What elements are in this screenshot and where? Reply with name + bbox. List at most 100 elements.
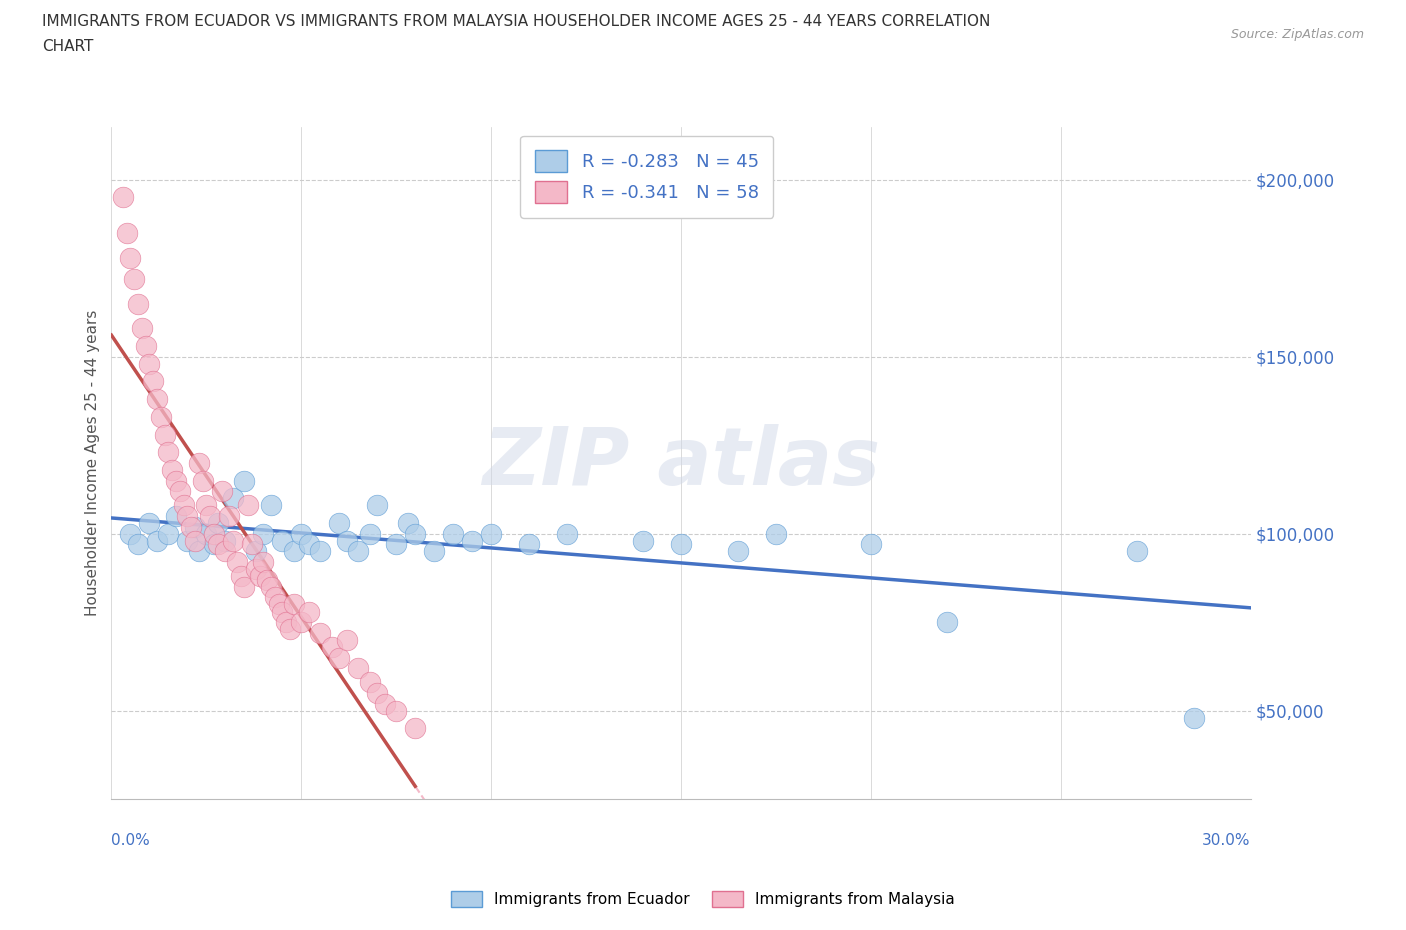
Point (195, 498, 218, 512)
Point (321, 640, 343, 655)
Point (195, 526, 218, 541)
Point (278, 622, 301, 637)
Point (149, 409, 172, 424)
Point (122, 272, 145, 286)
Point (127, 537, 149, 551)
Point (191, 473, 214, 488)
Point (146, 392, 169, 406)
Point (160, 462, 183, 477)
Text: Source: ZipAtlas.com: Source: ZipAtlas.com (1230, 28, 1364, 41)
Point (260, 498, 283, 512)
Point (441, 526, 464, 541)
Point (328, 515, 350, 530)
Point (153, 427, 176, 442)
Point (218, 509, 240, 524)
Point (385, 703, 408, 718)
Point (233, 473, 256, 488)
Point (120, 250, 142, 265)
Point (165, 509, 187, 524)
Point (115, 225, 138, 240)
Point (157, 526, 180, 541)
Point (859, 537, 882, 551)
Point (198, 509, 221, 524)
Y-axis label: Householder Income Ages 25 - 44 years: Householder Income Ages 25 - 44 years (86, 310, 100, 616)
Point (240, 537, 263, 551)
Point (359, 675, 381, 690)
Point (517, 537, 540, 551)
Point (271, 533, 294, 548)
Point (252, 526, 274, 541)
Point (283, 597, 305, 612)
Point (138, 356, 160, 371)
Point (263, 590, 285, 604)
Point (202, 526, 225, 541)
Point (290, 615, 312, 630)
Point (176, 509, 198, 524)
Point (225, 554, 247, 569)
Point (169, 484, 191, 498)
Point (127, 296, 149, 311)
Point (222, 533, 245, 548)
Point (274, 615, 297, 630)
Point (479, 526, 502, 541)
Point (256, 572, 278, 587)
Point (173, 498, 195, 512)
Text: ZIP atlas: ZIP atlas (482, 424, 880, 502)
Text: IMMIGRANTS FROM ECUADOR VS IMMIGRANTS FROM MALAYSIA HOUSEHOLDER INCOME AGES 25 -: IMMIGRANTS FROM ECUADOR VS IMMIGRANTS FR… (42, 14, 991, 54)
Point (187, 456, 209, 471)
Point (146, 533, 169, 548)
Point (1126, 544, 1149, 559)
Point (936, 615, 959, 630)
Point (336, 533, 359, 548)
Point (347, 544, 370, 559)
Point (111, 190, 134, 205)
Point (374, 696, 396, 711)
Point (404, 721, 426, 736)
Point (309, 625, 332, 640)
Point (359, 526, 381, 541)
Point (461, 533, 484, 548)
Point (184, 533, 207, 548)
Point (236, 498, 259, 512)
Point (260, 579, 283, 594)
Point (245, 562, 267, 577)
Point (176, 533, 198, 548)
Point (396, 515, 419, 530)
Point (207, 515, 229, 530)
Point (180, 519, 202, 534)
Legend: R = -0.283   N = 45, R = -0.341   N = 58: R = -0.283 N = 45, R = -0.341 N = 58 (520, 136, 773, 218)
Point (366, 498, 388, 512)
Text: 0.0%: 0.0% (111, 832, 150, 848)
Point (631, 533, 654, 548)
Point (404, 526, 426, 541)
Point (120, 526, 142, 541)
Point (157, 445, 180, 459)
Point (298, 537, 321, 551)
Point (336, 632, 359, 647)
Point (669, 537, 692, 551)
Point (309, 544, 332, 559)
Point (366, 685, 388, 700)
Legend: Immigrants from Ecuador, Immigrants from Malaysia: Immigrants from Ecuador, Immigrants from… (444, 884, 962, 913)
Point (298, 604, 321, 619)
Point (202, 537, 225, 551)
Point (385, 537, 408, 551)
Point (283, 544, 305, 559)
Point (229, 568, 252, 583)
Point (131, 321, 153, 336)
Point (347, 660, 370, 675)
Point (245, 544, 267, 559)
Point (727, 544, 749, 559)
Point (249, 568, 271, 583)
Point (214, 544, 236, 559)
Point (138, 515, 160, 530)
Point (267, 597, 290, 612)
Point (252, 554, 274, 569)
Point (222, 491, 245, 506)
Point (233, 579, 256, 594)
Point (142, 374, 165, 389)
Point (765, 526, 787, 541)
Point (187, 544, 209, 559)
Point (211, 484, 233, 498)
Text: 30.0%: 30.0% (1202, 832, 1251, 848)
